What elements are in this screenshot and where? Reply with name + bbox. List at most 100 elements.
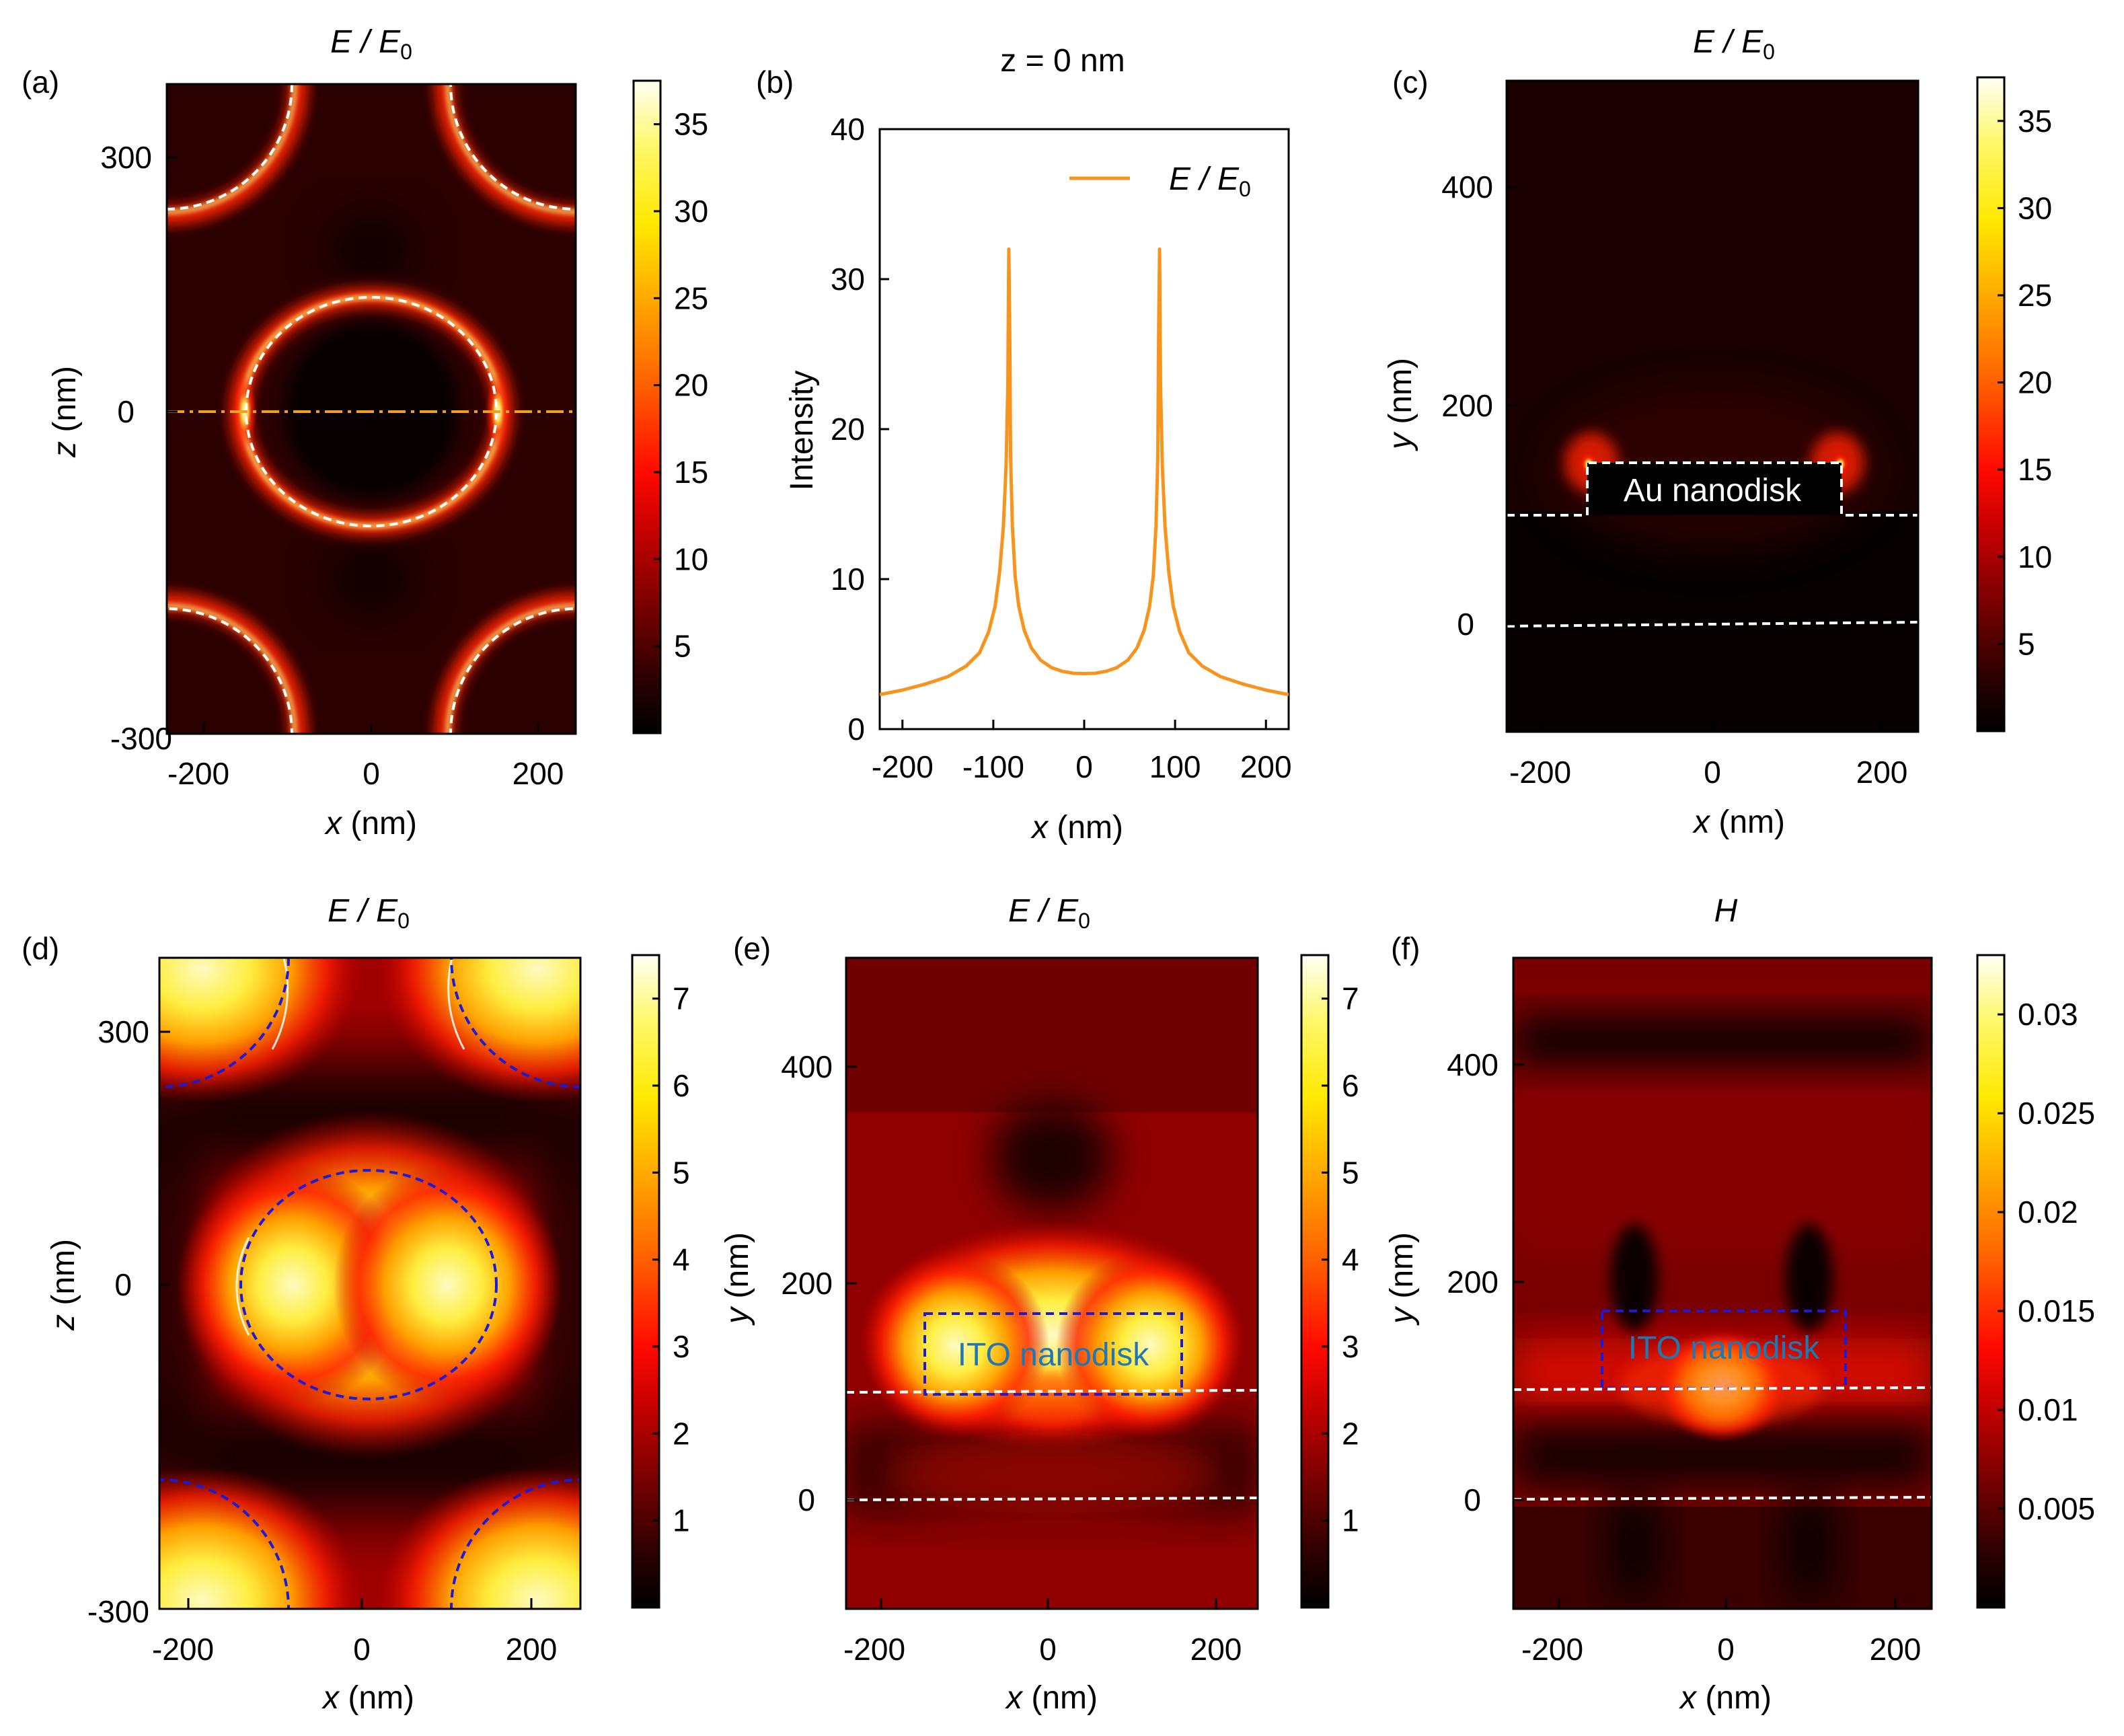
panel-a-ytick-label: -300 xyxy=(110,721,172,756)
panel-f-label: (f) xyxy=(1391,931,1420,966)
panel-e: (e) E / E0 ITO nanodisk 4 0 0 xyxy=(720,893,1359,1716)
panel-c-title: E / E0 xyxy=(1693,24,1775,64)
panel-c-colorbar-tick-label: 30 xyxy=(2018,190,2052,225)
panel-f-xlabel-var: x xyxy=(1679,1680,1698,1716)
panel-e-title: E / E0 xyxy=(1008,893,1090,933)
panel-d-xlabel: x (nm) xyxy=(321,1680,414,1716)
panel-c-annotation: Au nanodisk xyxy=(1624,473,1802,508)
panel-d-colorbar-tick-label: 3 xyxy=(673,1329,690,1364)
panel-c-xlabel-unit: (nm) xyxy=(1710,804,1785,840)
panel-d-xtick-label: -200 xyxy=(152,1632,214,1667)
panel-c-colorbar-tick-label: 5 xyxy=(2018,626,2035,661)
panel-e-colorbar-tick-label: 5 xyxy=(1342,1155,1359,1190)
panel-c-title-sub: 0 xyxy=(1763,40,1775,64)
panel-e-xlabel-var: x xyxy=(1005,1680,1024,1716)
panel-c-colorbar-tick-label: 10 xyxy=(2018,539,2052,574)
panel-d-ytick-label: 0 xyxy=(114,1267,132,1302)
panel-e-xtick-label: -200 xyxy=(843,1632,905,1667)
panel-e-colorbar-tick-label: 2 xyxy=(1342,1416,1359,1451)
panel-e-ytick-label: 0 xyxy=(798,1482,815,1517)
panel-d-title: E / E0 xyxy=(328,893,410,933)
panel-d-ylabel-var: z xyxy=(46,1314,81,1331)
panel-d-ytick-label: 300 xyxy=(98,1014,149,1049)
panel-d-colorbar-tick-label: 6 xyxy=(673,1068,690,1103)
panel-a-colorbar-tick-label: 20 xyxy=(674,368,708,403)
panel-d-yticks xyxy=(159,1030,170,1610)
panel-f-colorbar-tick-label: 0.015 xyxy=(2018,1293,2095,1328)
panel-b-xlabel-var: x xyxy=(1030,810,1049,845)
panel-f-ylabel-var: y xyxy=(1384,1306,1420,1326)
panel-a-colorbar-tick-label: 25 xyxy=(674,280,708,315)
panel-b-ytick-label: 20 xyxy=(831,412,865,447)
panel-e-title-sub: 0 xyxy=(1078,909,1090,933)
panel-a-ylabel: z (nm) xyxy=(47,366,83,458)
panel-d-ytick-label: -300 xyxy=(87,1594,149,1629)
panel-a-xtick-label: 200 xyxy=(513,756,564,791)
panel-f-ytick-label: 0 xyxy=(1464,1482,1481,1517)
panel-e-label: (e) xyxy=(733,931,771,966)
panel-a-xtick-label: -200 xyxy=(167,756,229,791)
panel-c-ylabel: y (nm) xyxy=(1383,358,1418,451)
panel-a-xlabel-var: x xyxy=(324,806,343,841)
panel-c-xticks xyxy=(1542,721,1883,732)
panel-b-ylabel: Intensity xyxy=(784,371,820,491)
panel-d-label: (d) xyxy=(22,931,59,966)
panel-b-xtick-label: 0 xyxy=(1075,749,1093,784)
panel-a-colorbar: 5 10 15 20 25 30 35 xyxy=(632,79,708,734)
panel-a-xticks xyxy=(202,723,539,734)
panel-e-field: ITO nanodisk xyxy=(846,958,1258,1609)
panel-c-xtick-label: 0 xyxy=(1704,755,1721,790)
panel-e-ylabel-unit: (nm) xyxy=(720,1232,755,1308)
panel-b-xticks: -200 -100 0 100 200 xyxy=(872,720,1292,784)
panel-a-title-sub: 0 xyxy=(400,40,412,64)
panel-e-colorbar-tick-label: 4 xyxy=(1342,1242,1359,1277)
panel-a-colorbar-tick-label: 35 xyxy=(674,107,708,142)
panel-e-xlabel-unit: (nm) xyxy=(1022,1680,1098,1716)
panel-f-xtick-label: -200 xyxy=(1521,1632,1583,1667)
panel-f-colorbar: 0.005 0.01 0.015 0.02 0.025 0.03 xyxy=(1976,954,2095,1609)
panel-d-colorbar-tick-label: 7 xyxy=(673,981,690,1016)
panel-b-yticks: 0 10 20 30 40 xyxy=(831,112,889,747)
panel-c-xlabel: x (nm) xyxy=(1692,804,1785,840)
panel-e-colorbar-tick-label: 3 xyxy=(1342,1329,1359,1364)
panel-c-xtick-label: 200 xyxy=(1856,755,1908,790)
panel-f-xtick-label: 200 xyxy=(1870,1632,1922,1667)
panel-d-colorbar-tick-label: 1 xyxy=(673,1503,690,1538)
panel-c-label: (c) xyxy=(1392,65,1429,100)
panel-c-colorbar-tick-label: 35 xyxy=(2018,104,2052,139)
panel-d-xticks xyxy=(187,1598,533,1609)
panel-b-ytick-label: 0 xyxy=(847,712,865,747)
panel-c-field: Au nanodisk xyxy=(1507,81,1918,732)
panel-e-colorbar-tick-label: 6 xyxy=(1342,1068,1359,1103)
panel-c-ytick-label: 0 xyxy=(1457,607,1474,642)
panel-f-title: H xyxy=(1714,893,1738,929)
panel-f-xlabel-unit: (nm) xyxy=(1696,1680,1772,1716)
panel-b-xtick-label: -100 xyxy=(962,749,1024,784)
panel-d: (d) E / E0 xyxy=(22,893,690,1716)
panel-d-xlabel-var: x xyxy=(321,1680,340,1716)
panel-c-xlabel-var: x xyxy=(1692,804,1711,840)
panel-a-yticks xyxy=(167,156,178,735)
panel-f-ylabel: y (nm) xyxy=(1384,1232,1420,1326)
panel-a-title-main: E / E xyxy=(330,24,401,60)
panel-d-xlabel-unit: (nm) xyxy=(339,1680,414,1716)
panel-f-annotation: ITO nanodisk xyxy=(1628,1330,1821,1366)
panel-e-colorbar: 1 2 3 4 5 6 7 xyxy=(1300,954,1359,1609)
panel-c-ylabel-var: y xyxy=(1383,431,1418,451)
panel-c-xtick-label: -200 xyxy=(1509,755,1571,790)
panel-c-colorbar-tick-label: 20 xyxy=(2018,365,2052,400)
panel-d-colorbar-tick-label: 2 xyxy=(673,1416,690,1451)
panel-e-xtick-label: 200 xyxy=(1190,1632,1242,1667)
panel-f-colorbar-tick-label: 0.03 xyxy=(2018,997,2078,1032)
panel-c-title-main: E / E xyxy=(1693,24,1763,60)
panel-b-legend-sub: 0 xyxy=(1239,177,1251,201)
panel-d-ylabel-unit: (nm) xyxy=(46,1239,81,1314)
panel-e-xticks xyxy=(880,1598,1217,1609)
panel-b-legend-label: E / E0 xyxy=(1169,161,1251,201)
panel-e-ylabel-var: y xyxy=(720,1306,755,1326)
panel-a-xlabel: x (nm) xyxy=(324,806,417,841)
panel-f-xlabel: x (nm) xyxy=(1679,1680,1772,1716)
panel-a: (a) E / E0 xyxy=(22,24,708,841)
panel-b-xtick-label: 100 xyxy=(1149,749,1201,784)
panel-f-xtick-label: 0 xyxy=(1717,1632,1735,1667)
